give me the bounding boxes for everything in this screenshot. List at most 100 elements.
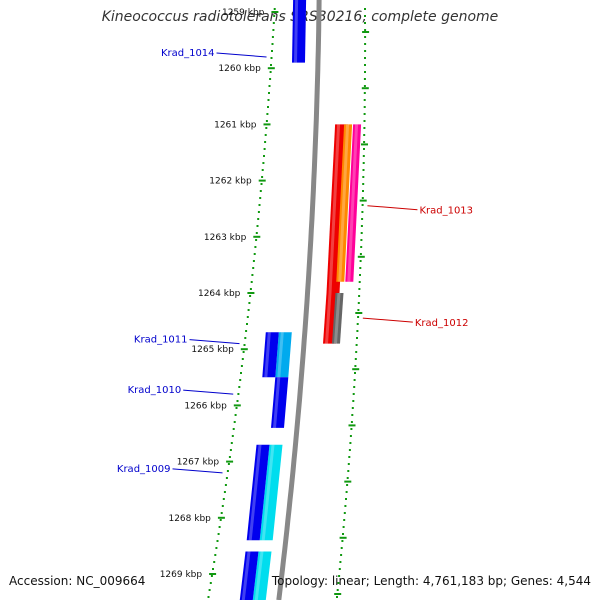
guide-dot-right xyxy=(363,127,366,129)
guide-dot-right xyxy=(363,141,366,143)
guide-dot-right xyxy=(352,400,355,402)
guide-dot-right xyxy=(343,512,346,514)
guide-dot-left xyxy=(257,218,260,220)
tick-mark-right xyxy=(361,143,368,146)
tick-mark-left xyxy=(263,123,271,126)
tick-mark-left xyxy=(271,11,279,13)
guide-dot-right xyxy=(359,267,362,269)
guide-dot-left xyxy=(237,393,240,395)
guide-dot-left xyxy=(270,64,272,66)
label-leader xyxy=(172,468,223,474)
guide-dot-left xyxy=(255,232,258,234)
guide-dot-left xyxy=(261,176,264,178)
guide-dot-left xyxy=(273,15,276,17)
guide-dot-right xyxy=(364,64,366,66)
guide-dot-left xyxy=(255,239,258,241)
tick-mark-left xyxy=(267,67,275,70)
gene-label[interactable]: Krad_1012 xyxy=(415,318,469,329)
gene-arrow[interactable] xyxy=(332,293,344,344)
gene-highlight xyxy=(334,293,341,344)
gene-arrow[interactable] xyxy=(292,0,307,63)
gene-label[interactable]: Krad_1009 xyxy=(117,464,171,475)
guide-dot-left xyxy=(268,85,271,87)
guide-dot-right xyxy=(344,505,347,507)
guide-dot-left xyxy=(208,589,211,591)
guide-dot-left xyxy=(252,260,255,262)
gene-highlight xyxy=(261,444,275,541)
guide-dot-left xyxy=(266,113,269,115)
guide-dot-right xyxy=(336,589,339,591)
tick-label: 1266 kbp xyxy=(184,401,227,411)
guide-dot-right xyxy=(349,435,352,437)
guide-dot-right xyxy=(363,134,366,136)
guide-dot-left xyxy=(240,372,242,374)
guide-dot-left xyxy=(215,547,218,549)
guide-dot-left xyxy=(265,127,268,129)
guide-dot-right xyxy=(350,428,353,430)
gene-arrow[interactable] xyxy=(246,444,270,541)
gene-label[interactable]: Krad_1014 xyxy=(161,48,215,59)
guide-dot-left xyxy=(271,50,273,52)
guide-dot-left xyxy=(253,253,256,255)
gene-arrow[interactable] xyxy=(271,377,289,428)
guide-dot-left xyxy=(267,99,270,101)
guide-dot-left xyxy=(229,449,232,451)
guide-dot-right xyxy=(359,260,362,262)
guide-dot-right xyxy=(348,456,351,458)
gene-arrow[interactable] xyxy=(239,551,259,600)
gene-arrow[interactable] xyxy=(336,124,353,282)
gene-label[interactable]: Krad_1011 xyxy=(134,335,188,346)
gene-arrow[interactable] xyxy=(345,124,362,282)
guide-dot-right xyxy=(346,484,349,486)
tick-mark-right xyxy=(344,480,352,483)
guide-dot-left xyxy=(243,344,246,346)
tick-mark-right xyxy=(352,368,360,371)
gene-arrow[interactable] xyxy=(252,551,272,600)
guide-dot-right xyxy=(364,8,366,10)
tick-mark-right xyxy=(348,424,356,427)
guide-dot-left xyxy=(249,288,252,290)
guide-dot-right xyxy=(348,449,351,451)
guide-dot-right xyxy=(364,15,366,17)
gene-arrow[interactable] xyxy=(262,332,279,378)
tick-mark-right xyxy=(334,593,342,595)
label-leader xyxy=(189,339,240,345)
guide-dot-right xyxy=(363,85,366,87)
gene-label[interactable]: Krad_1010 xyxy=(128,385,182,396)
tick-label: 1263 kbp xyxy=(204,233,247,243)
guide-dot-right xyxy=(347,463,350,465)
guide-dot-right xyxy=(364,22,366,24)
tick-mark-left xyxy=(226,460,234,463)
guide-dot-right xyxy=(357,302,360,304)
guide-dot-left xyxy=(224,484,227,486)
guide-dot-left xyxy=(239,379,242,381)
gene-arrow[interactable] xyxy=(259,444,283,541)
guide-dot-right xyxy=(364,43,367,45)
tick-label: 1265 kbp xyxy=(191,345,234,355)
guide-dot-right xyxy=(342,526,345,528)
guide-dot-right xyxy=(356,330,359,332)
guide-dot-right xyxy=(356,337,358,339)
guide-dot-right xyxy=(345,491,348,493)
guide-dot-right xyxy=(362,176,365,178)
guide-dot-right xyxy=(364,57,366,59)
guide-dot-right xyxy=(363,120,366,122)
guide-dot-left xyxy=(261,169,264,171)
tick-mark-left xyxy=(233,404,241,407)
guide-dot-right xyxy=(354,372,356,374)
guide-dot-right xyxy=(358,295,361,297)
gene-arrow[interactable] xyxy=(275,332,292,378)
label-leader xyxy=(367,205,418,211)
guide-dot-right xyxy=(361,218,364,220)
guide-dot-left xyxy=(238,386,241,388)
guide-dot-right xyxy=(360,232,363,234)
guide-dot-right xyxy=(338,575,341,577)
guide-dot-right xyxy=(355,351,358,353)
guide-dot-left xyxy=(263,155,265,157)
gene-highlight xyxy=(338,124,350,282)
guide-dot-left xyxy=(247,309,250,311)
gene-label[interactable]: Krad_1013 xyxy=(419,206,473,217)
guide-dot-left xyxy=(251,274,254,276)
guide-dot-left xyxy=(254,246,257,248)
guide-dot-left xyxy=(264,134,267,136)
